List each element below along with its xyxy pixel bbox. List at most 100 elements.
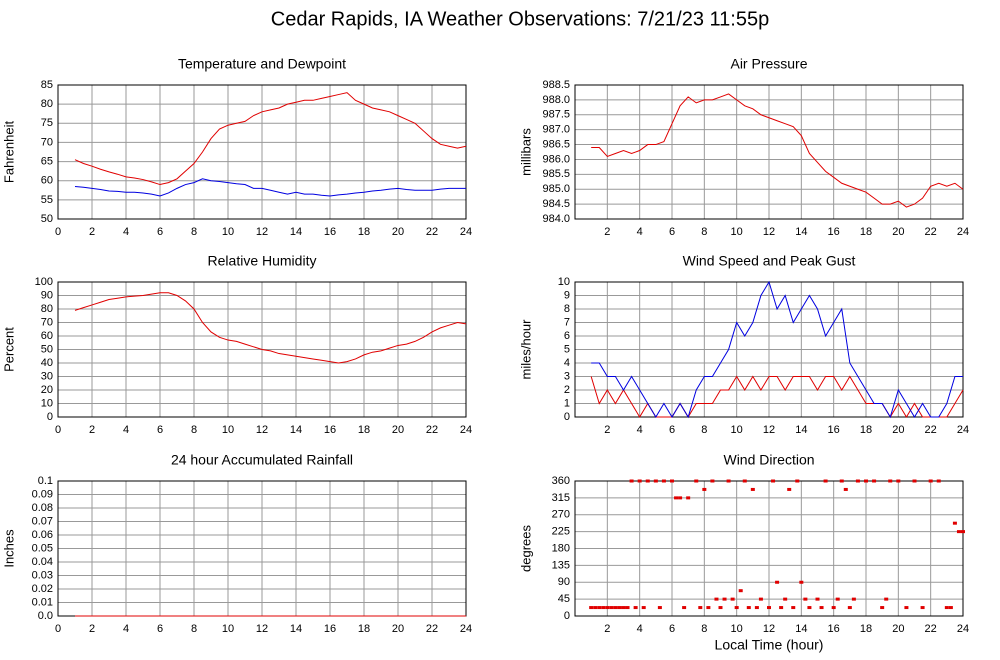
y-tick-label: 984.5 xyxy=(542,198,570,210)
y-tick-label: 0.01 xyxy=(32,596,53,608)
y-tick-label: 55 xyxy=(41,194,53,206)
x-tick-label: 20 xyxy=(892,623,904,635)
x-tick-label: 4 xyxy=(637,623,643,635)
data-point xyxy=(698,606,703,610)
y-tick-label: 7 xyxy=(564,316,570,328)
data-point xyxy=(617,606,622,610)
data-point xyxy=(657,606,662,610)
y-tick-label: 45 xyxy=(558,593,570,605)
x-tick-label: 4 xyxy=(123,623,129,635)
data-point xyxy=(682,606,687,610)
data-point xyxy=(738,589,743,593)
data-point xyxy=(855,479,860,483)
x-tick-label: 18 xyxy=(860,623,872,635)
x-tick-label: 18 xyxy=(860,226,872,238)
x-tick-label: 16 xyxy=(828,623,840,635)
x-tick-label: 14 xyxy=(290,226,302,238)
y-tick-label: 80 xyxy=(41,98,53,110)
y-tick-label: 225 xyxy=(552,526,570,538)
data-line xyxy=(74,178,466,197)
x-tick-label: 8 xyxy=(191,623,197,635)
data-point xyxy=(775,580,780,584)
y-axis-label: Fahrenheit xyxy=(1,121,16,184)
data-point xyxy=(678,496,683,500)
chart-title: Air Pressure xyxy=(730,56,807,72)
data-point xyxy=(722,597,727,601)
y-tick-label: 986.5 xyxy=(542,138,570,150)
x-tick-label: 12 xyxy=(256,623,268,635)
x-tick-label: 6 xyxy=(669,424,675,436)
data-point xyxy=(783,597,788,601)
x-tick-label: 0 xyxy=(55,623,61,635)
data-point xyxy=(694,479,699,483)
x-tick-label: 20 xyxy=(392,424,404,436)
y-tick-label: 180 xyxy=(552,542,570,554)
y-tick-label: 50 xyxy=(41,343,53,355)
x-tick-label: 16 xyxy=(828,226,840,238)
data-point xyxy=(767,606,771,610)
chart-title: 24 hour Accumulated Rainfall xyxy=(171,452,353,468)
data-point xyxy=(637,479,642,483)
x-tick-label: 4 xyxy=(637,424,643,436)
data-point xyxy=(702,487,707,491)
data-point xyxy=(819,606,824,610)
plot-frame xyxy=(574,480,964,617)
data-point xyxy=(726,479,731,483)
x-tick-label: 22 xyxy=(426,424,438,436)
x-tick-label: 14 xyxy=(795,424,807,436)
data-line xyxy=(74,292,467,364)
y-tick-label: 2 xyxy=(564,384,570,396)
y-tick-label: 0.08 xyxy=(32,502,53,514)
data-point xyxy=(706,606,711,610)
x-tick-label: 22 xyxy=(426,226,438,238)
x-tick-label: 2 xyxy=(89,226,95,238)
x-tick-label: 22 xyxy=(925,226,937,238)
chart-panel: Wind Direction degrees Local Time (hour) 0 4… xyxy=(518,452,969,653)
data-point xyxy=(742,479,747,483)
y-axis-label: Inches xyxy=(1,529,16,568)
chart-panel: Wind Speed and Peak Gustmiles/hour012345… xyxy=(518,253,969,436)
x-tick-label: 2 xyxy=(604,226,610,238)
y-tick-label: 0.04 xyxy=(32,556,53,568)
y-tick-label: 60 xyxy=(41,175,53,187)
data-point xyxy=(928,479,933,483)
data-point xyxy=(815,597,820,601)
x-tick-label: 2 xyxy=(89,623,95,635)
y-tick-label: 985.0 xyxy=(542,183,570,195)
data-point xyxy=(710,479,715,483)
data-line xyxy=(591,280,963,419)
y-axis-label: miles/hour xyxy=(518,319,533,380)
data-point xyxy=(835,597,840,601)
chart-panel: 24 hour Accumulated Rainfall Inches 0.0 0.0… xyxy=(1,452,472,635)
data-point xyxy=(758,597,763,601)
y-tick-label: 0 xyxy=(564,411,570,423)
x-tick-label: 24 xyxy=(460,623,472,635)
x-tick-label: 18 xyxy=(358,424,370,436)
y-tick-label: 0.05 xyxy=(32,542,53,554)
data-point xyxy=(807,606,812,610)
y-tick-label: 0.0 xyxy=(38,610,53,622)
data-point xyxy=(629,479,634,483)
y-tick-label: 987.5 xyxy=(542,109,570,121)
data-point xyxy=(609,606,614,610)
x-tick-label: 8 xyxy=(701,623,707,635)
x-tick-label: 6 xyxy=(157,424,163,436)
data-point xyxy=(851,597,856,601)
y-tick-label: 9 xyxy=(564,289,570,301)
x-tick-label: 10 xyxy=(222,424,234,436)
data-point xyxy=(948,606,953,610)
y-tick-label: 5 xyxy=(564,343,570,355)
y-tick-label: 40 xyxy=(41,357,53,369)
x-tick-label: 8 xyxy=(191,424,197,436)
x-tick-label: 2 xyxy=(604,424,610,436)
y-tick-label: 70 xyxy=(41,316,53,328)
x-tick-label: 2 xyxy=(604,623,610,635)
data-point xyxy=(823,479,828,483)
chart-title: Relative Humidity xyxy=(208,253,317,269)
x-tick-label: 20 xyxy=(392,226,404,238)
x-tick-label: 22 xyxy=(426,623,438,635)
x-tick-label: 12 xyxy=(763,424,775,436)
y-tick-label: 8 xyxy=(564,303,570,315)
